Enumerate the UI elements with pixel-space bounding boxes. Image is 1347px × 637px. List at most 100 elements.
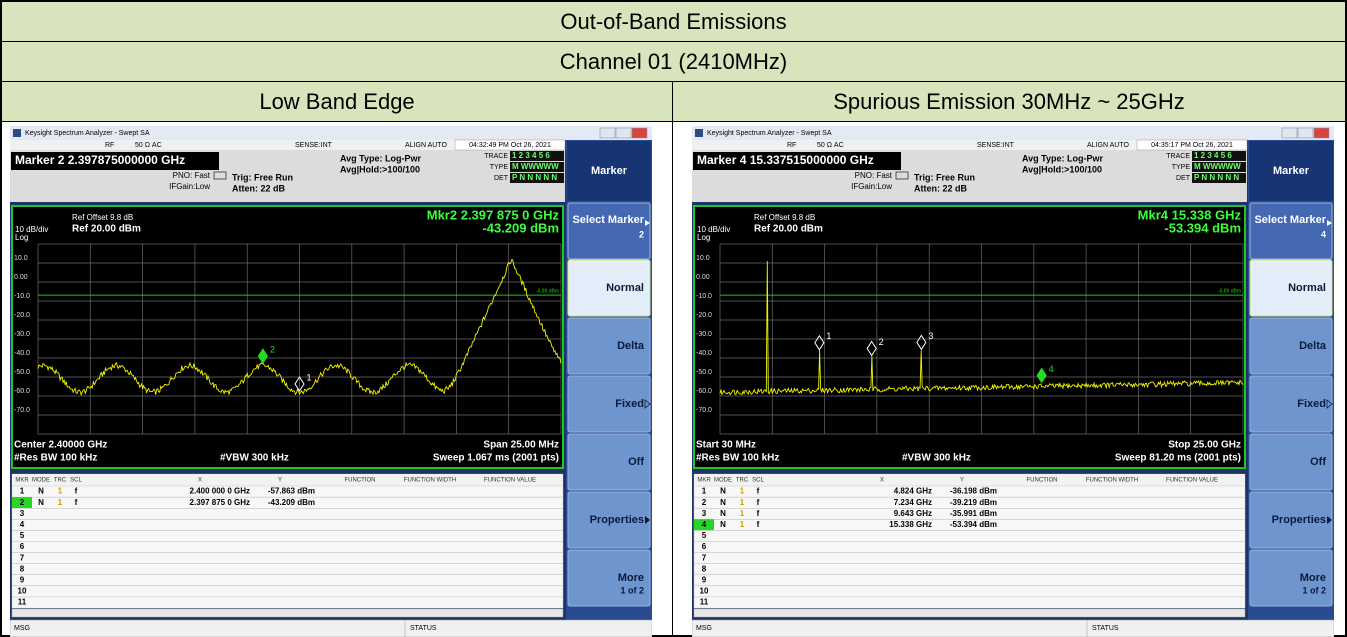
menu-label: More [618, 572, 644, 584]
plot-text: Ref 20.00 dBm [754, 224, 823, 235]
table-row [11, 530, 564, 542]
table-cell: 1 [740, 498, 745, 507]
active-row-marker [12, 497, 32, 509]
table-cell: 4 [20, 520, 25, 529]
menu-label: Normal [606, 282, 644, 294]
menu-button [567, 202, 651, 260]
subtitle: Channel 01 (2410MHz) [559, 48, 788, 74]
marker-readout: -53.394 dBm [1164, 220, 1241, 235]
menu-label: Select Marker [1254, 214, 1326, 226]
table-cell: 6 [702, 542, 707, 551]
submenu-arrow [645, 516, 650, 524]
table-cell: 11 [700, 598, 709, 607]
marker-label: 2 [879, 337, 884, 347]
menu-title-bg [1249, 141, 1333, 201]
table-cell: 1 [58, 487, 63, 496]
submenu-arrow [1326, 399, 1333, 409]
table-cell: 6 [20, 542, 25, 551]
menu-button [1249, 549, 1333, 607]
menu-label: Delta [1299, 340, 1327, 352]
y-tick-label: -40.0 [14, 350, 30, 357]
window-button [1297, 127, 1314, 139]
marker-readout: Mkr4 15.338 GHz [1138, 207, 1242, 222]
table-cell: 7.234 GHz [894, 498, 932, 507]
info-text: ALIGN AUTO [405, 142, 447, 149]
plot-text: Sweep 81.20 ms (2001 pts) [1115, 453, 1241, 464]
table-cell: -39.219 dBm [950, 498, 997, 507]
plot-area [693, 205, 1246, 469]
menu-sublabel: 4 [1321, 229, 1326, 239]
menu-button [1249, 202, 1333, 260]
marker-readout-box [11, 152, 219, 170]
trace [719, 261, 1244, 396]
info-text: SENSE:INT [977, 142, 1015, 149]
table-header: SCL [752, 478, 764, 484]
menu-label: Off [1310, 456, 1326, 468]
table-header: FUNCTION WIDTH [404, 478, 456, 484]
info-top-row [10, 140, 565, 150]
marker-readout: Mkr2 2.397 875 0 GHz [427, 207, 560, 222]
y-tick-label: -70.0 [696, 407, 712, 414]
table-cell: f [757, 509, 760, 518]
submenu-arrow [1327, 516, 1332, 524]
info-top-row [692, 140, 1247, 150]
table-cell: 9 [20, 575, 25, 584]
indicator-box [510, 162, 564, 172]
menu-label: Select Marker [572, 214, 644, 226]
title: Out-of-Band Emissions [560, 8, 787, 34]
menu-button [1249, 259, 1333, 317]
y-tick-label: 10.0 [696, 255, 710, 262]
menu-button [567, 433, 651, 491]
y-tick-label: -60.0 [696, 388, 712, 395]
plot-text: 10 dB/div [697, 225, 730, 234]
indicator-box [510, 173, 564, 183]
indicator-box [1192, 151, 1246, 161]
y-tick-label: 10.0 [14, 255, 28, 262]
info-text: PNO: Fast [855, 171, 893, 180]
app-icon [13, 129, 21, 137]
indicator-text: P N N N N N [512, 173, 557, 182]
plot-text: #Res BW 100 kHz [14, 453, 97, 464]
indicator-text: M WWWWW [512, 162, 559, 171]
menu-title: Marker [1273, 165, 1310, 177]
menu-button [567, 549, 651, 607]
table-cell: 2.400 000 0 GHz [190, 487, 250, 496]
table-header: FUNCTION [345, 478, 376, 484]
marker-label: 4 [1049, 364, 1054, 374]
table-row [11, 574, 564, 587]
info-text: RF [105, 142, 114, 149]
marker-diamond [1036, 367, 1047, 384]
status-text: MSG [14, 625, 30, 632]
y-tick-label: -40.0 [696, 350, 712, 357]
menu-label: Properties [590, 514, 644, 526]
status-bar [10, 619, 652, 637]
menu-button [567, 259, 651, 317]
plot-text: Log [697, 233, 710, 242]
column-label: Spurious Emission 30MHz ~ 25GHz [833, 88, 1185, 114]
table-cell: f [757, 487, 760, 496]
column-header: Low Band Edge [2, 82, 672, 121]
menu-button [1249, 317, 1333, 375]
plot-text: Ref Offset 9.8 dB [754, 213, 815, 222]
menu-title: Marker [591, 165, 628, 177]
info-text: DET [1176, 175, 1191, 182]
menu-button [567, 317, 651, 375]
indicator-text: P N N N N N [1194, 173, 1239, 182]
table-cell: f [757, 520, 760, 529]
marker-label: 1 [826, 331, 831, 341]
table-cell: 9 [702, 575, 707, 584]
plot-text: Span 25.00 MHz [483, 440, 559, 451]
window-button [631, 127, 648, 139]
marker-diamond [916, 334, 927, 351]
marker-label: 3 [928, 331, 933, 341]
table-header: MODE [32, 478, 50, 484]
plot-text: Stop 25.00 GHz [1168, 440, 1241, 451]
table-header: FUNCTION [1027, 478, 1058, 484]
plot-text: Sweep 1.067 ms (2001 pts) [433, 453, 559, 464]
info-text: Avg Type: Log-Pwr [340, 153, 421, 163]
table-header-bg [694, 474, 1245, 486]
table-cell: N [720, 487, 726, 496]
table-cell: 1 [20, 487, 25, 496]
y-tick-label: -10.0 [696, 293, 712, 300]
info-text: Avg|Hold:>100/100 [1022, 164, 1102, 174]
